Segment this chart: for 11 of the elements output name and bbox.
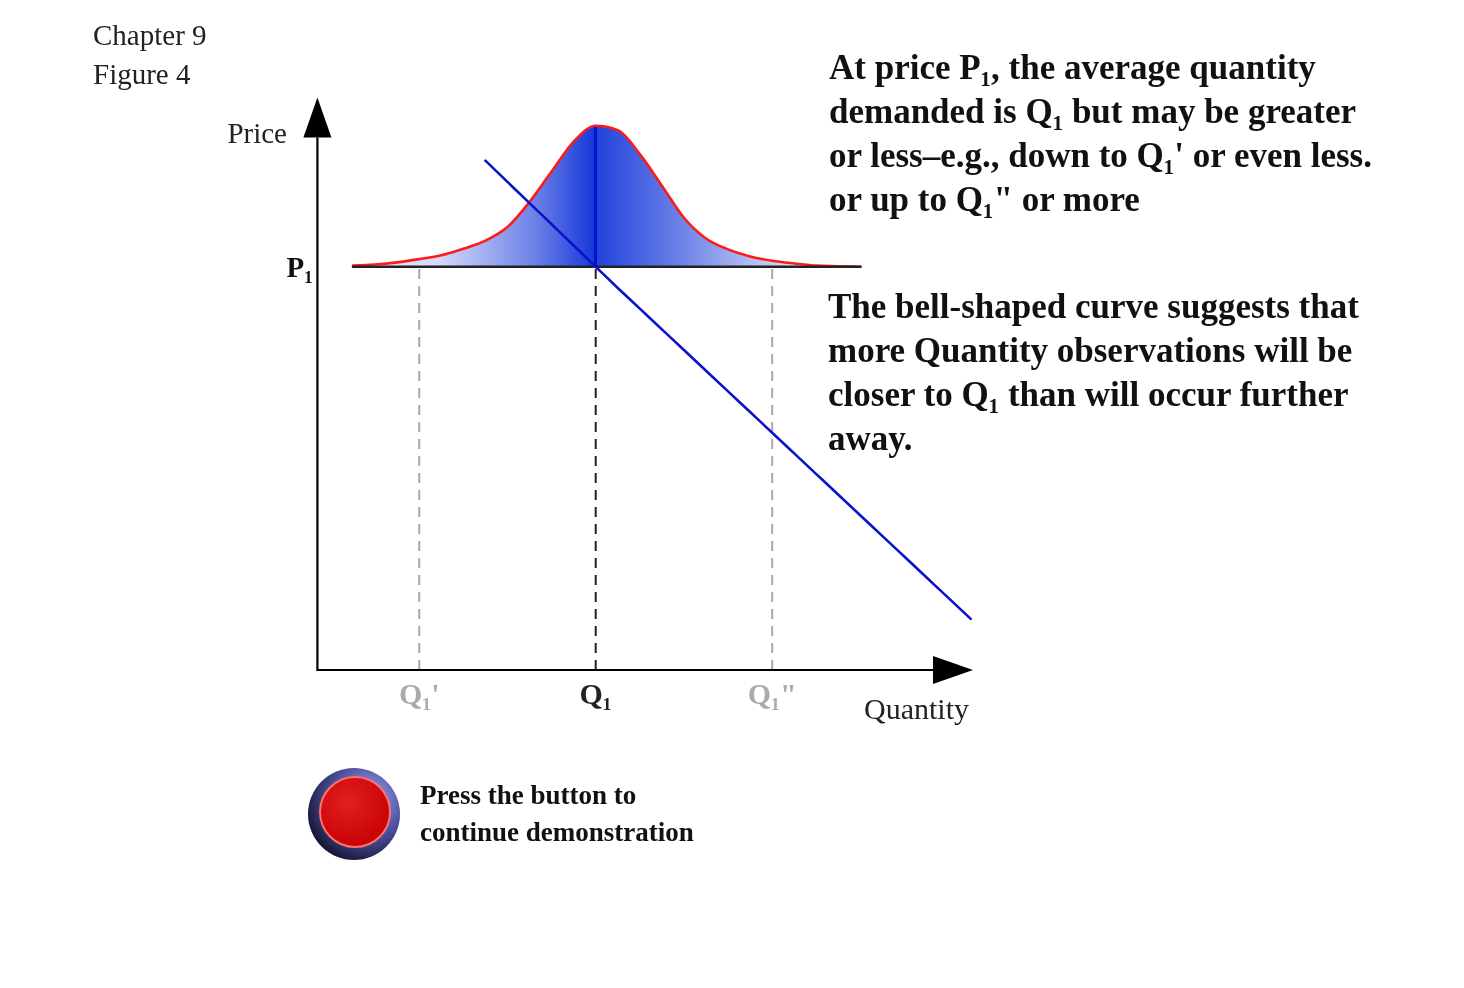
x-tick-label: Q₁" — [747, 677, 797, 710]
chart-title: Chapter 9 — [93, 19, 207, 51]
y-axis-title: Price — [227, 117, 287, 149]
annotation: At price P₁, the average quantity demanded is Q₁ but may be greater or less–e.g., down to Q₁' or even less. or up to Q₁" or more — [829, 48, 1372, 219]
chart-subtitle: Figure 4 — [93, 58, 191, 90]
x-tick-label: Q₁' — [398, 677, 440, 710]
x-tick-label: Q₁ — [579, 677, 612, 710]
annotation: The bell-shaped curve suggests that more Quantity observations will be closer to Q₁ than will occur further away. — [828, 287, 1360, 458]
text: P₁ — [286, 251, 313, 283]
x-axis-title: Quantity — [864, 692, 969, 725]
text: Press the button to continue demonstration — [420, 780, 694, 847]
